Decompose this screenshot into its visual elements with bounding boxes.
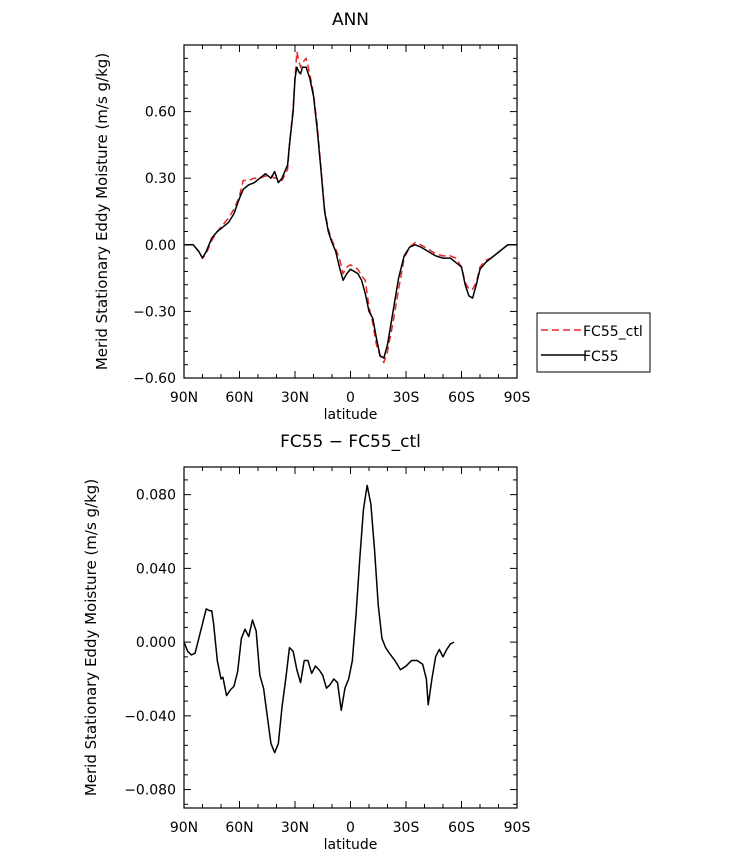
chart1-y-tick-label: −0.30 <box>133 304 176 320</box>
chart1-x-tick-label: 0 <box>346 390 355 406</box>
chart2-x-tick-label: 90S <box>504 820 531 836</box>
chart2-x-tick-label: 30S <box>393 820 420 836</box>
chart2-y-tick-label: 0.040 <box>136 561 176 577</box>
chart2-title: FC55 − FC55_ctl <box>280 432 421 452</box>
chart1-legend-box <box>536 312 651 373</box>
chart1-series-line-fc55 <box>184 66 517 359</box>
chart2-y-tick-label: −0.080 <box>124 783 176 799</box>
chart1-x-tick-label: 30N <box>281 390 309 406</box>
chart2-x-tick-label: 30N <box>281 820 309 836</box>
chart1-x-tick-label: 60N <box>225 390 253 406</box>
chart1-y-axis-label: Merid Stationary Eddy Moisture (m/s g/kg… <box>93 53 111 370</box>
chart1-y-tick-label: 0.60 <box>145 105 176 121</box>
chart1-y-tick-label: −0.60 <box>133 371 176 387</box>
chart2-y-tick-label: 0.080 <box>136 488 176 504</box>
chart2-y-axis-label: Merid Stationary Eddy Moisture (m/s g/kg… <box>82 479 100 796</box>
chart2-y-tick-label: 0.000 <box>136 635 176 651</box>
chart2-x-tick-label: 60S <box>448 820 475 836</box>
chart2-series-line-0 <box>183 484 455 754</box>
chart1-x-tick-label: 60S <box>448 390 475 406</box>
chart1-y-tick-label: 0.00 <box>145 238 176 254</box>
chart1-legend-label: FC55_ctl <box>583 324 643 340</box>
chart2-x-axis-label: latitude <box>324 837 378 853</box>
chart2-x-tick-label: 0 <box>346 820 355 836</box>
chart1-series-line-fc55-ctl <box>184 50 517 364</box>
chart2-plot-frame <box>183 466 518 809</box>
chart2-y-tick-label: −0.040 <box>124 709 176 725</box>
chart1-x-tick-label: 30S <box>393 390 420 406</box>
chart1-title: ANN <box>332 10 369 30</box>
chart1-x-tick-label: 90S <box>504 390 531 406</box>
chart1-x-tick-label: 90N <box>170 390 198 406</box>
chart2-x-tick-label: 60N <box>225 820 253 836</box>
chart2-x-tick-label: 90N <box>170 820 198 836</box>
chart1-legend-label: FC55 <box>583 349 619 365</box>
chart1-y-tick-label: 0.30 <box>145 171 176 187</box>
chart1-x-axis-label: latitude <box>324 407 378 423</box>
